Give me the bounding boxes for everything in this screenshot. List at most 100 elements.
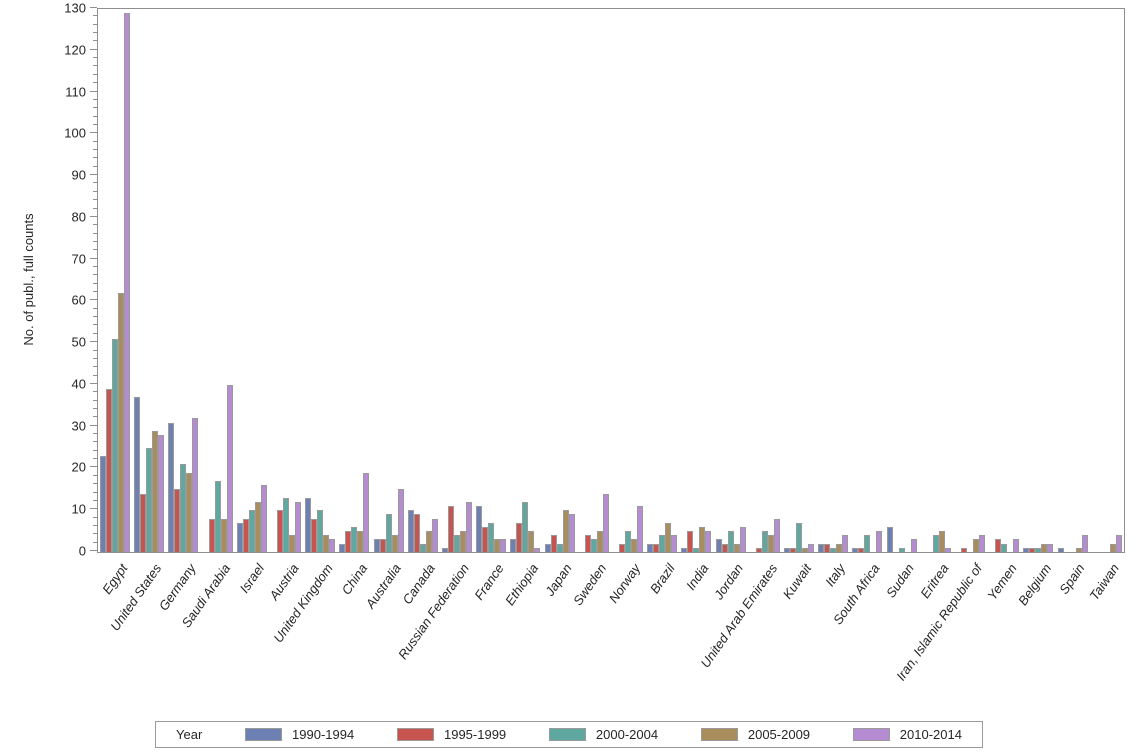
- bar: [1081, 535, 1088, 552]
- bar: [152, 431, 159, 552]
- bar-group: [679, 9, 713, 552]
- x-tick-label: United States: [107, 561, 165, 634]
- bar-group: [748, 9, 782, 552]
- bar: [134, 397, 141, 552]
- y-minor-tick: [93, 357, 97, 359]
- bar: [180, 464, 187, 552]
- y-minor-tick: [93, 15, 97, 17]
- bar: [357, 531, 364, 552]
- legend-label: 1995-1999: [443, 727, 507, 742]
- bar: [767, 535, 774, 552]
- legend-label: 2010-2014: [899, 727, 962, 742]
- x-tick-label: Kuwait: [779, 561, 815, 602]
- y-tick-label: 100: [64, 125, 86, 141]
- bar: [1057, 548, 1064, 552]
- y-minor-tick: [93, 165, 97, 167]
- legend-label: 2005-2009: [747, 727, 811, 742]
- bar-group: [235, 9, 269, 552]
- bar-group: [543, 9, 577, 552]
- bar: [516, 523, 523, 552]
- bar: [124, 13, 131, 552]
- bar: [796, 523, 803, 552]
- x-tick-label: United Arab Emirates: [697, 561, 781, 671]
- bar: [687, 531, 694, 552]
- bar: [236, 523, 243, 552]
- bar: [1023, 548, 1030, 552]
- y-minor-tick: [93, 332, 97, 334]
- bar: [488, 523, 495, 552]
- bar: [242, 519, 249, 552]
- bar: [1047, 544, 1054, 552]
- y-tick-label: 90: [71, 167, 86, 183]
- bar: [858, 548, 865, 552]
- y-minor-tick: [93, 73, 97, 75]
- bar: [932, 535, 939, 552]
- bar-group: [953, 9, 987, 552]
- y-tick-label: 0: [78, 543, 86, 559]
- bar: [790, 548, 797, 552]
- x-tick-label: South Africa: [830, 561, 883, 628]
- legend-swatch: [700, 728, 738, 741]
- bar: [1029, 548, 1036, 552]
- bar: [944, 548, 951, 552]
- bar: [727, 531, 734, 552]
- y-minor-tick: [93, 123, 97, 125]
- bar: [510, 539, 517, 552]
- y-minor-tick: [93, 40, 97, 42]
- y-minor-tick: [93, 324, 97, 326]
- bar: [158, 435, 165, 552]
- x-tick-label: Germany: [155, 561, 199, 614]
- y-minor-tick: [93, 57, 97, 59]
- bar: [665, 523, 672, 552]
- bar: [220, 519, 227, 552]
- bar: [317, 510, 324, 552]
- bar: [494, 539, 501, 552]
- bar-group: [1021, 9, 1055, 552]
- x-tick-label: Spain: [1056, 561, 1088, 597]
- x-tick-label: Belgium: [1014, 561, 1054, 609]
- y-minor-tick: [93, 199, 97, 201]
- y-minor-tick: [93, 140, 97, 142]
- y-major-tick: [90, 174, 97, 176]
- bar: [876, 531, 883, 552]
- bar: [186, 473, 193, 552]
- y-minor-tick: [93, 366, 97, 368]
- x-tick-label: Iran, Islamic Republic of: [893, 561, 986, 684]
- x-tick-label: Jordan: [710, 561, 746, 603]
- bar: [329, 539, 336, 552]
- bar: [830, 548, 837, 552]
- bar: [373, 539, 380, 552]
- legend: Year 1990-1994 1995-1999 2000-2004 2005-200…: [155, 721, 983, 748]
- y-major-tick: [90, 341, 97, 343]
- bar: [208, 519, 215, 552]
- bar: [500, 539, 507, 552]
- bar: [305, 498, 312, 552]
- bar-group: [645, 9, 679, 552]
- y-major-tick: [90, 382, 97, 384]
- y-tick-label: 10: [71, 501, 86, 517]
- x-tick-label: Australia: [362, 561, 404, 612]
- bar: [995, 539, 1002, 552]
- y-minor-tick: [93, 516, 97, 518]
- x-tick-label: Sweden: [569, 561, 610, 609]
- legend-item: 1990-1994: [245, 727, 354, 742]
- bar: [379, 539, 386, 552]
- y-minor-tick: [93, 399, 97, 401]
- bar: [351, 527, 358, 552]
- bar-group: [440, 9, 474, 552]
- bar: [460, 531, 467, 552]
- bar-group: [782, 9, 816, 552]
- bar: [619, 544, 626, 552]
- y-minor-tick: [93, 23, 97, 25]
- bar: [413, 514, 420, 552]
- bar: [556, 544, 563, 552]
- bar: [659, 535, 666, 552]
- bar-group: [919, 9, 953, 552]
- bar-group: [98, 9, 132, 552]
- plot-area: [97, 8, 1125, 553]
- y-minor-tick: [93, 115, 97, 117]
- x-tick-label: United Kingdom: [270, 561, 336, 646]
- bar: [596, 531, 603, 552]
- bar-group: [406, 9, 440, 552]
- bar-group: [611, 9, 645, 552]
